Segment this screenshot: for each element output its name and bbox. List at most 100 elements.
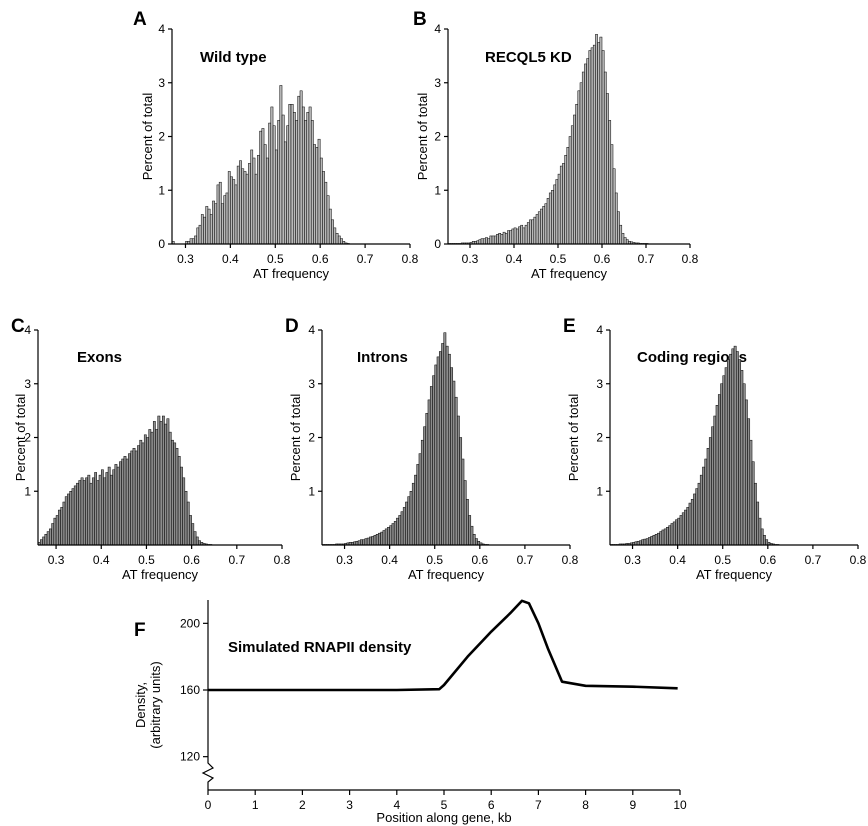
histogram-bar xyxy=(277,120,281,245)
histogram-bar xyxy=(496,234,499,245)
histogram-bar xyxy=(301,106,305,245)
histogram-bar xyxy=(697,482,701,546)
x-tick-label: 6 xyxy=(488,798,495,812)
x-axis-label: AT frequency xyxy=(696,567,773,582)
histogram-bar xyxy=(684,509,687,546)
histogram-bar xyxy=(69,491,73,546)
histogram-bar xyxy=(94,472,97,546)
x-tick-label: 0.4 xyxy=(506,252,523,266)
histogram-bar xyxy=(693,493,696,546)
histogram-bar xyxy=(711,426,714,546)
histogram-bar xyxy=(393,521,397,546)
histogram-bar xyxy=(500,234,504,245)
histogram-bar xyxy=(726,359,730,546)
histogram-bar xyxy=(182,477,186,546)
histogram-bar xyxy=(191,523,195,546)
panel-letter: E xyxy=(563,316,576,337)
panel-F: F Simulated RNAPII density 120 160 200 0 1 2 3 4 5… xyxy=(133,599,687,825)
panel-E: E Coding regions 1 2 3 4 0.3 0.4 0.5 0.6 0.7 0.8 AT … xyxy=(563,316,867,582)
histogram-bar xyxy=(378,532,381,546)
histogram-bar xyxy=(414,474,417,546)
histogram-bar xyxy=(661,529,665,546)
histogram-bar xyxy=(245,173,249,245)
histogram-bar xyxy=(340,238,343,245)
histogram-bar xyxy=(51,523,55,546)
histogram-bar xyxy=(198,224,202,245)
y-axis-break xyxy=(201,600,215,790)
x-tick-label: 0.7 xyxy=(228,553,245,567)
histogram-bar xyxy=(53,517,57,546)
y-tick-label: 200 xyxy=(180,616,200,630)
histogram-bar xyxy=(524,224,528,245)
x-axis-label: AT frequency xyxy=(408,567,485,582)
histogram-bar xyxy=(96,480,100,546)
histogram-bar xyxy=(284,141,287,245)
histogram-bar xyxy=(443,332,447,546)
x-axis-label: AT frequency xyxy=(531,266,608,281)
x-tick-label: 0.5 xyxy=(550,252,567,266)
histogram-bar xyxy=(548,192,552,245)
histogram-bar xyxy=(216,184,220,245)
histogram-bar xyxy=(46,531,50,546)
histogram-bar xyxy=(189,238,193,245)
histogram-bar xyxy=(509,230,513,245)
histogram-bar xyxy=(257,155,260,245)
histogram-bar xyxy=(666,527,669,546)
x-tick-label: 0.7 xyxy=(357,252,374,266)
y-tick-label: 4 xyxy=(596,323,603,337)
histogram-bar xyxy=(357,540,361,546)
histogram-bar xyxy=(760,528,764,546)
histogram-bar xyxy=(200,214,204,245)
histogram-bar xyxy=(487,238,491,245)
histogram-bar xyxy=(71,488,75,546)
histogram-bar xyxy=(250,149,254,245)
histogram-bar xyxy=(438,351,442,546)
histogram-bar xyxy=(672,521,676,546)
histogram-bar xyxy=(317,138,321,245)
histogram-bar xyxy=(555,179,559,245)
histogram-bar xyxy=(688,502,692,546)
y-tick-label: 4 xyxy=(308,323,315,337)
histogram-bar xyxy=(366,537,370,546)
histogram-bar xyxy=(407,496,411,546)
histogram-bar xyxy=(73,485,77,546)
histogram-bar xyxy=(708,437,712,546)
histogram-bar xyxy=(103,477,107,546)
y-axis-label: Percent of total xyxy=(13,394,28,482)
histogram-bar xyxy=(599,36,603,245)
histogram-bar xyxy=(706,448,710,546)
histogram-bar xyxy=(502,231,506,245)
histogram-bar xyxy=(116,466,120,546)
x-tick-label: 0.8 xyxy=(850,553,867,567)
histogram-bar xyxy=(733,345,737,546)
x-tick-label: 0 xyxy=(205,798,212,812)
histogram-bar xyxy=(763,535,766,546)
y-tick-label: 4 xyxy=(434,22,441,36)
histogram-bar xyxy=(107,466,111,546)
x-tick-label: 0.6 xyxy=(594,252,611,266)
x-tick-label: 0.4 xyxy=(381,553,398,567)
histogram-bar xyxy=(704,458,708,546)
y-tick-label: 0 xyxy=(434,237,441,251)
histogram-bar xyxy=(101,469,104,546)
y-axis-label: Percent of total xyxy=(566,394,581,482)
histogram-bar xyxy=(643,538,647,546)
x-tick-label: 0.6 xyxy=(471,553,488,567)
histogram-bar xyxy=(58,509,61,546)
histogram-bar xyxy=(328,208,332,245)
histogram-bar xyxy=(272,125,276,245)
panel-letter: D xyxy=(285,316,299,337)
histogram-bar xyxy=(306,112,310,245)
x-tick-label: 10 xyxy=(673,798,687,812)
histogram-bar xyxy=(380,531,384,546)
histogram-bar xyxy=(493,235,497,245)
y-tick-label: 0 xyxy=(158,237,165,251)
y-tick-label: 1 xyxy=(308,484,315,498)
x-tick-label: 7 xyxy=(535,798,542,812)
histogram-bar xyxy=(416,464,420,546)
histogram-bar xyxy=(322,171,325,245)
histogram-bar xyxy=(198,540,201,546)
histogram-bar xyxy=(526,222,530,245)
histogram-bar xyxy=(371,536,375,546)
